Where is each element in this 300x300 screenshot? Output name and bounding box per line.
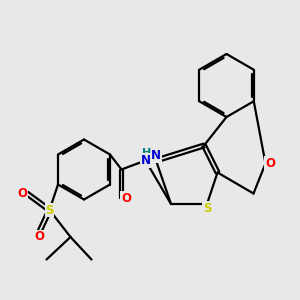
Text: O: O [34,230,44,244]
Text: N: N [140,154,151,167]
Text: N: N [151,149,161,163]
Text: H: H [142,148,152,158]
Text: S: S [203,202,211,215]
Text: S: S [45,203,54,217]
Text: O: O [265,157,275,170]
Text: O: O [17,187,28,200]
Text: O: O [121,191,131,205]
